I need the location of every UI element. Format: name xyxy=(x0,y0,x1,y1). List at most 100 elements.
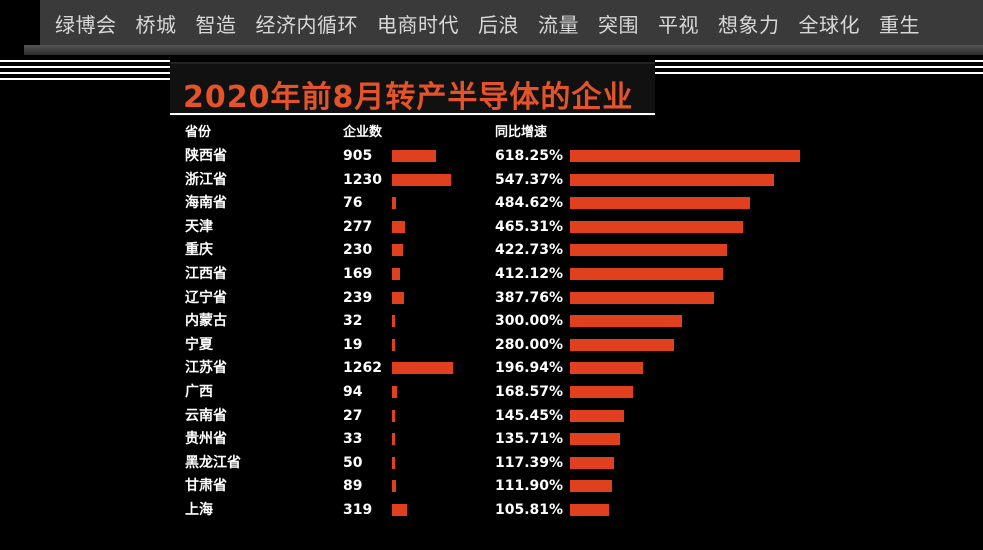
growth-label: 117.39% xyxy=(495,454,564,471)
growth-bar xyxy=(570,315,682,328)
province-label: 江苏省 xyxy=(185,360,227,377)
company-count-bar xyxy=(392,150,436,162)
company-count-bar xyxy=(392,456,395,469)
company-count-bar xyxy=(392,315,395,328)
growth-label: 196.94% xyxy=(495,360,564,377)
growth-bar xyxy=(570,409,625,422)
topic-tag: 全球化 xyxy=(798,12,860,37)
topic-tag: 智造 xyxy=(195,12,237,37)
company-count-label: 1262 xyxy=(343,360,382,377)
company-count-bar xyxy=(392,220,406,233)
topic-tag: 平视 xyxy=(658,12,699,37)
province-label: 重庆 xyxy=(185,242,213,259)
topic-tag: 电商时代 xyxy=(377,12,459,37)
growth-bar xyxy=(570,291,715,304)
province-label: 海南省 xyxy=(185,195,227,212)
province-label: 广西 xyxy=(185,384,213,400)
growth-label: 135.71% xyxy=(495,431,564,448)
title-underline xyxy=(170,113,655,115)
province-label: 云南省 xyxy=(185,407,227,424)
company-count-label: 94 xyxy=(343,384,363,400)
growth-bar xyxy=(570,456,614,469)
company-count-label: 76 xyxy=(343,195,363,212)
company-count-bar xyxy=(392,291,404,304)
growth-label: 618.25% xyxy=(495,148,564,164)
company-count-bar xyxy=(392,409,395,422)
header-growth: 同比增速 xyxy=(495,125,548,140)
growth-label: 280.00% xyxy=(495,336,564,353)
topic-tag: 重生 xyxy=(879,12,920,37)
growth-bar xyxy=(570,268,724,280)
province-label: 陕西省 xyxy=(185,148,227,164)
growth-label: 387.76% xyxy=(495,289,564,306)
province-label: 浙江省 xyxy=(185,171,227,188)
province-label: 天津 xyxy=(185,218,213,235)
growth-bar xyxy=(570,480,612,493)
stripe-2 xyxy=(0,66,170,68)
topic-tag-bar xyxy=(40,0,983,45)
province-label: 上海 xyxy=(185,502,213,518)
company-count-bar xyxy=(392,173,452,186)
topic-tags: 绿博会 桥城 智造 经济内循环 电商时代 后浪 流量 突围 平视 想象力 全球化 重生 xyxy=(55,8,939,38)
chart-title: 2020年前8月转产半导体的企业 xyxy=(183,80,634,115)
title-background xyxy=(170,62,655,116)
company-count-label: 319 xyxy=(343,502,373,518)
growth-bar xyxy=(570,362,644,375)
growth-label: 300.00% xyxy=(495,313,564,330)
province-label: 黑龙江省 xyxy=(185,454,241,471)
topic-tag: 流量 xyxy=(538,12,579,37)
company-count-label: 32 xyxy=(343,313,363,330)
stripe-7 xyxy=(655,72,983,74)
growth-label: 105.81% xyxy=(495,502,564,518)
topic-tag: 突围 xyxy=(598,12,639,37)
province-label: 甘肃省 xyxy=(185,478,227,495)
stripe-5 xyxy=(655,60,983,62)
company-count-label: 27 xyxy=(343,407,363,424)
growth-label: 111.90% xyxy=(495,478,564,495)
company-count-bar xyxy=(392,362,453,375)
company-count-label: 89 xyxy=(343,478,363,495)
stripe-3 xyxy=(0,72,170,74)
company-count-label: 1230 xyxy=(343,171,382,188)
growth-label: 168.57% xyxy=(495,384,564,400)
company-count-label: 239 xyxy=(343,289,373,306)
growth-label: 547.37% xyxy=(495,171,564,188)
growth-label: 422.73% xyxy=(495,242,564,259)
stripe-6 xyxy=(655,66,983,68)
company-count-label: 905 xyxy=(343,148,373,164)
growth-label: 412.12% xyxy=(495,266,564,282)
company-count-label: 277 xyxy=(343,218,373,235)
growth-bar xyxy=(570,504,610,516)
company-count-bar xyxy=(392,386,397,398)
growth-bar xyxy=(570,150,800,162)
growth-bar xyxy=(570,197,751,210)
topbar-bevel xyxy=(24,45,983,55)
company-count-bar xyxy=(392,480,397,493)
province-label: 江西省 xyxy=(185,266,227,282)
company-count-label: 230 xyxy=(343,242,373,259)
company-count-label: 50 xyxy=(343,454,363,471)
company-count-bar xyxy=(392,268,401,280)
province-label: 辽宁省 xyxy=(185,289,227,306)
growth-label: 484.62% xyxy=(495,195,564,212)
topic-tag: 想象力 xyxy=(718,12,780,37)
header-province: 省份 xyxy=(185,125,212,140)
company-count-bar xyxy=(392,433,395,446)
topic-tag: 经济内循环 xyxy=(255,12,358,37)
company-count-label: 19 xyxy=(343,336,363,353)
province-label: 宁夏 xyxy=(185,336,213,353)
company-count-bar xyxy=(392,338,395,351)
growth-bar xyxy=(570,338,675,351)
company-count-label: 169 xyxy=(343,266,373,282)
province-label: 内蒙古 xyxy=(185,313,227,330)
header-companies: 企业数 xyxy=(343,125,383,140)
growth-bar xyxy=(570,433,621,446)
topic-tag: 桥城 xyxy=(135,12,177,37)
growth-bar xyxy=(570,386,633,398)
company-count-label: 33 xyxy=(343,431,363,448)
growth-label: 465.31% xyxy=(495,218,564,235)
growth-bar xyxy=(570,220,744,233)
stripe-1 xyxy=(0,60,170,62)
growth-bar xyxy=(570,244,728,257)
growth-label: 145.45% xyxy=(495,407,564,424)
